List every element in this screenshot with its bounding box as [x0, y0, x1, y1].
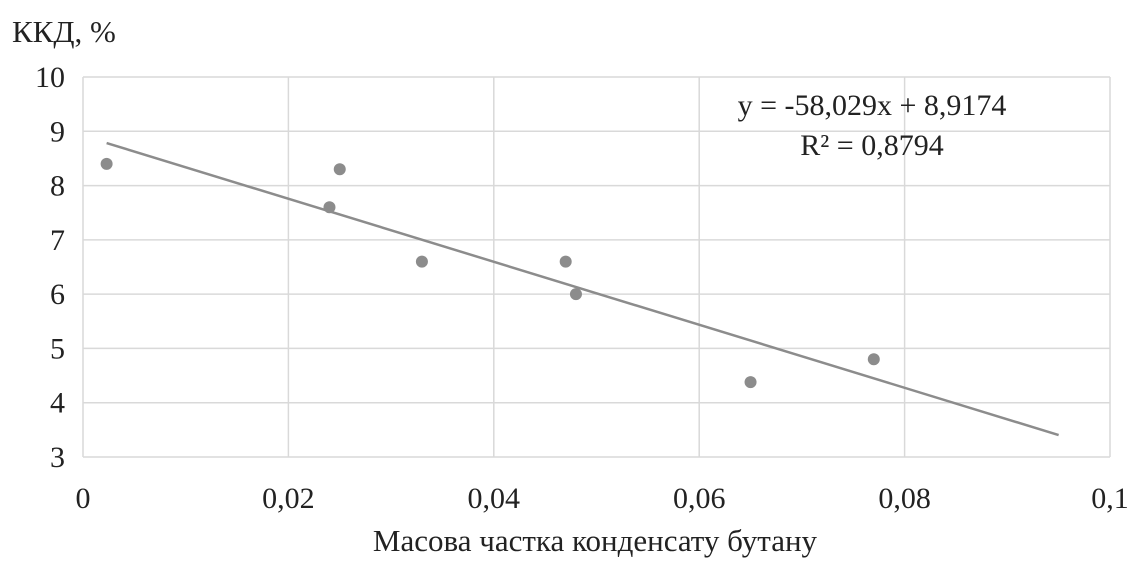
grid-lines	[82, 76, 1111, 458]
data-point-6	[744, 376, 757, 389]
trendline-equation: y = -58,029x + 8,9174	[738, 89, 1007, 122]
trendline-r-squared: R² = 0,8794	[800, 129, 943, 162]
y-tick-label: 10	[35, 61, 65, 94]
x-axis-title: Масова частка конденсату бутану	[373, 523, 818, 558]
y-tick-label: 5	[50, 332, 65, 365]
y-axis-title: ККД, %	[12, 14, 116, 49]
data-points	[100, 157, 880, 389]
x-tick-label: 0	[76, 482, 91, 515]
x-tick-label: 0,08	[878, 482, 931, 515]
y-tick-label: 4	[50, 387, 65, 420]
data-point-5	[569, 288, 582, 301]
trendline-layer	[106, 141, 1060, 437]
y-tick-labels: 3 4 5 6 7 8 9 10	[35, 61, 65, 474]
x-tick-label: 0,04	[468, 482, 521, 515]
trendline	[106, 141, 1060, 437]
x-tick-label: 0,06	[673, 482, 726, 515]
data-point-3	[415, 255, 428, 268]
data-point-2	[333, 163, 346, 176]
data-point-1	[323, 201, 336, 214]
y-tick-label: 9	[50, 115, 65, 148]
data-point-7	[867, 353, 880, 366]
x-tick-label: 0,02	[262, 482, 315, 515]
y-tick-label: 6	[50, 278, 65, 311]
data-point-4	[559, 255, 572, 268]
x-tick-label: 0,1	[1091, 482, 1129, 515]
y-tick-label: 7	[50, 224, 65, 257]
y-tick-label: 8	[50, 170, 65, 203]
data-point-0	[100, 157, 113, 170]
y-tick-label: 3	[50, 441, 65, 474]
x-tick-labels: 0 0,02 0,04 0,06 0,08 0,1	[76, 482, 1129, 515]
